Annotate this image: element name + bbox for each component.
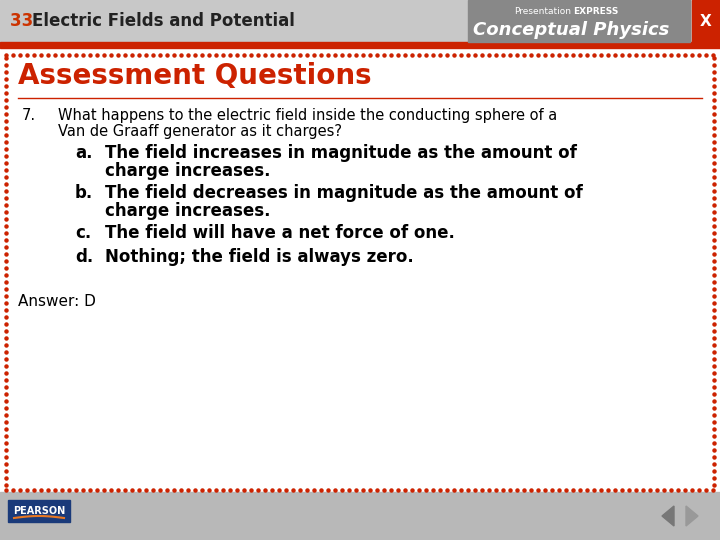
Bar bbox=[0, 492, 720, 540]
Polygon shape bbox=[662, 506, 674, 526]
Polygon shape bbox=[686, 506, 698, 526]
Bar bbox=[0, 42, 720, 48]
Text: Presentation: Presentation bbox=[514, 8, 571, 17]
Text: The field will have a net force of one.: The field will have a net force of one. bbox=[105, 224, 455, 242]
Bar bbox=[8, 500, 70, 522]
Text: Van de Graaff generator as it charges?: Van de Graaff generator as it charges? bbox=[58, 124, 342, 139]
Text: 33: 33 bbox=[10, 12, 39, 30]
Text: Electric Fields and Potential: Electric Fields and Potential bbox=[32, 12, 295, 30]
Text: EXPRESS: EXPRESS bbox=[573, 8, 618, 17]
Text: X: X bbox=[700, 14, 712, 29]
Text: b.: b. bbox=[75, 184, 94, 202]
Text: The field decreases in magnitude as the amount of: The field decreases in magnitude as the … bbox=[105, 184, 582, 202]
Text: What happens to the electric field inside the conducting sphere of a: What happens to the electric field insid… bbox=[58, 108, 557, 123]
Bar bbox=[0, 0, 720, 42]
Text: The field increases in magnitude as the amount of: The field increases in magnitude as the … bbox=[105, 144, 577, 162]
Text: charge increases.: charge increases. bbox=[105, 202, 271, 220]
Text: d.: d. bbox=[75, 248, 94, 266]
Text: Nothing; the field is always zero.: Nothing; the field is always zero. bbox=[105, 248, 414, 266]
Text: Conceptual Physics: Conceptual Physics bbox=[473, 21, 669, 39]
Text: Answer: D: Answer: D bbox=[18, 294, 96, 309]
Text: Assessment Questions: Assessment Questions bbox=[18, 62, 372, 90]
Text: charge increases.: charge increases. bbox=[105, 162, 271, 180]
Text: PEARSON: PEARSON bbox=[13, 506, 65, 516]
Text: c.: c. bbox=[75, 224, 91, 242]
Bar bbox=[692, 0, 720, 42]
Text: a.: a. bbox=[75, 144, 92, 162]
Text: 7.: 7. bbox=[22, 108, 36, 123]
Bar bbox=[468, 0, 690, 42]
